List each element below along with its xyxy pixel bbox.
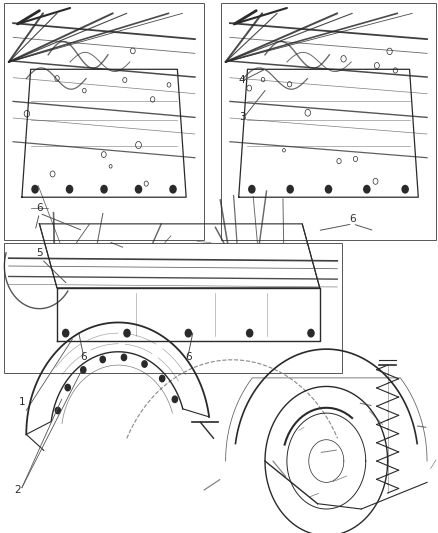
Circle shape bbox=[159, 375, 165, 382]
Circle shape bbox=[402, 185, 408, 193]
Circle shape bbox=[249, 185, 255, 193]
Text: 6: 6 bbox=[185, 352, 192, 362]
Circle shape bbox=[287, 185, 293, 193]
Text: 6: 6 bbox=[36, 203, 43, 213]
Circle shape bbox=[63, 329, 69, 337]
Circle shape bbox=[32, 185, 38, 193]
Circle shape bbox=[124, 329, 130, 337]
Bar bbox=[4, 243, 342, 373]
Text: 1: 1 bbox=[18, 397, 25, 407]
Circle shape bbox=[101, 185, 107, 193]
Circle shape bbox=[81, 367, 86, 373]
Circle shape bbox=[100, 356, 106, 362]
Text: 4: 4 bbox=[239, 75, 245, 85]
Bar bbox=[4, 3, 204, 240]
Circle shape bbox=[135, 185, 141, 193]
Circle shape bbox=[142, 361, 147, 367]
Text: 3: 3 bbox=[239, 112, 245, 122]
Bar bbox=[221, 3, 436, 240]
Circle shape bbox=[325, 185, 332, 193]
Circle shape bbox=[121, 354, 127, 361]
Circle shape bbox=[67, 185, 73, 193]
Circle shape bbox=[172, 396, 177, 402]
Circle shape bbox=[185, 329, 191, 337]
Circle shape bbox=[170, 185, 176, 193]
Text: 6: 6 bbox=[80, 352, 87, 362]
Text: 5: 5 bbox=[36, 248, 43, 258]
Circle shape bbox=[247, 329, 253, 337]
Circle shape bbox=[65, 384, 71, 391]
Circle shape bbox=[364, 185, 370, 193]
Circle shape bbox=[55, 407, 60, 414]
Circle shape bbox=[308, 329, 314, 337]
Text: 2: 2 bbox=[14, 485, 21, 495]
Text: 6: 6 bbox=[349, 214, 356, 223]
